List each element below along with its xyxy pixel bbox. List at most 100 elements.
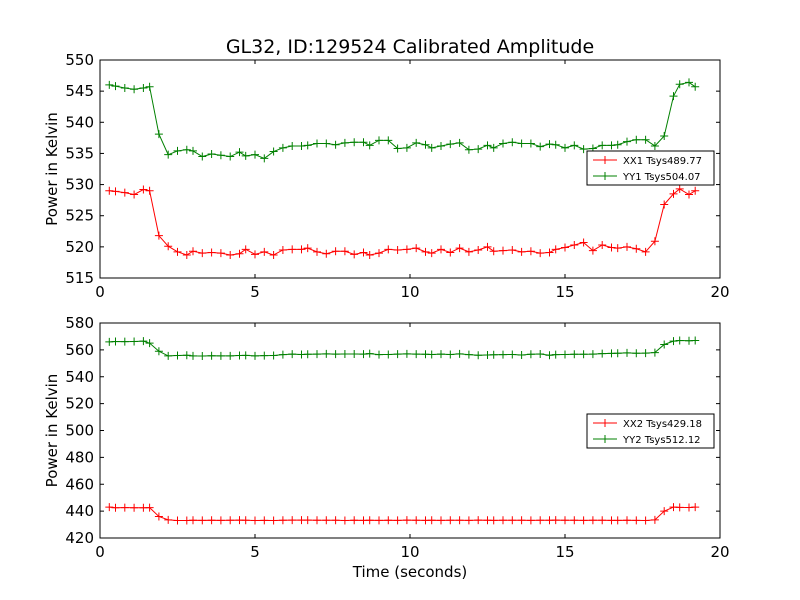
data-point bbox=[455, 138, 464, 147]
data-point bbox=[375, 516, 383, 525]
data-point bbox=[508, 350, 517, 359]
data-point bbox=[412, 516, 421, 525]
data-point bbox=[278, 516, 287, 525]
data-point bbox=[570, 141, 579, 150]
data-point bbox=[536, 516, 545, 525]
x-tick-label: 20 bbox=[710, 543, 729, 561]
data-point bbox=[675, 80, 684, 89]
data-point bbox=[303, 350, 312, 359]
data-point bbox=[365, 349, 374, 358]
data-point bbox=[269, 147, 278, 156]
data-point bbox=[313, 350, 321, 359]
data-point bbox=[691, 186, 700, 195]
data-point bbox=[198, 152, 207, 161]
data-point bbox=[182, 250, 191, 259]
data-point bbox=[288, 516, 297, 525]
data-point bbox=[226, 351, 235, 360]
data-point bbox=[216, 249, 225, 258]
data-point bbox=[650, 515, 659, 524]
data-point bbox=[508, 516, 517, 525]
data-point bbox=[551, 516, 560, 525]
data-point bbox=[216, 351, 225, 360]
data-point bbox=[613, 516, 622, 525]
y-axis-label: Power in Kelvin bbox=[43, 112, 61, 226]
data-point bbox=[412, 138, 421, 147]
data-point bbox=[105, 503, 114, 512]
data-point bbox=[350, 138, 359, 147]
data-point bbox=[669, 189, 678, 198]
data-point bbox=[464, 350, 473, 359]
data-point bbox=[340, 516, 349, 525]
data-point bbox=[359, 248, 368, 257]
data-point bbox=[164, 351, 173, 360]
data-point bbox=[517, 516, 526, 525]
legend-label: YY1 Tsys504.07 bbox=[622, 172, 701, 183]
data-point bbox=[561, 243, 569, 252]
data-point bbox=[632, 244, 641, 253]
y-tick-label: 540 bbox=[65, 368, 94, 386]
data-point bbox=[322, 249, 331, 258]
data-point bbox=[660, 340, 669, 349]
data-point bbox=[660, 507, 669, 516]
legend-marker bbox=[601, 419, 609, 427]
data-point bbox=[526, 350, 535, 359]
data-point bbox=[517, 247, 526, 256]
data-point bbox=[111, 503, 120, 512]
data-point bbox=[499, 350, 507, 359]
data-point bbox=[545, 248, 554, 257]
y-tick-label: 515 bbox=[65, 269, 94, 287]
data-point bbox=[650, 348, 659, 357]
data-point bbox=[579, 145, 588, 154]
y-tick-label: 460 bbox=[65, 475, 94, 493]
data-point bbox=[412, 350, 421, 359]
data-point bbox=[579, 238, 588, 247]
y-tick-label: 580 bbox=[65, 314, 94, 332]
data-point bbox=[216, 151, 225, 160]
data-point bbox=[322, 139, 331, 148]
data-point bbox=[145, 82, 154, 91]
data-point bbox=[340, 350, 349, 359]
data-point bbox=[675, 184, 684, 193]
legend-box bbox=[586, 150, 715, 186]
data-point bbox=[331, 140, 340, 149]
data-point bbox=[384, 136, 393, 145]
data-point bbox=[198, 249, 207, 258]
data-point bbox=[207, 516, 216, 525]
x-tick-label: 10 bbox=[400, 543, 419, 561]
data-point bbox=[412, 244, 421, 253]
data-point bbox=[111, 82, 120, 91]
data-point bbox=[526, 139, 535, 148]
data-point bbox=[545, 140, 554, 149]
data-point bbox=[260, 154, 269, 163]
data-point bbox=[545, 351, 554, 360]
data-point bbox=[588, 246, 597, 255]
data-point bbox=[154, 512, 163, 521]
data-point bbox=[517, 139, 526, 148]
data-point bbox=[269, 250, 278, 259]
data-point bbox=[455, 244, 464, 253]
data-point bbox=[189, 247, 197, 256]
data-point bbox=[105, 186, 114, 195]
data-point bbox=[235, 249, 244, 258]
data-point bbox=[145, 339, 154, 348]
data-point bbox=[446, 350, 455, 359]
y-axis-label: Power in Kelvin bbox=[43, 374, 61, 488]
data-point bbox=[570, 516, 579, 525]
data-point bbox=[130, 85, 139, 94]
data-point bbox=[632, 349, 641, 358]
data-point bbox=[474, 145, 483, 154]
data-point bbox=[384, 516, 393, 525]
data-point bbox=[384, 350, 393, 359]
data-point bbox=[303, 516, 312, 525]
data-point bbox=[685, 78, 693, 87]
data-point bbox=[393, 245, 402, 254]
data-point bbox=[598, 516, 607, 525]
data-point bbox=[632, 516, 641, 525]
y-tick-label: 440 bbox=[65, 502, 94, 520]
plot-bottom: 0 5 10 15 20 420 440 460 480 500 520 540 560 580 Power… bbox=[43, 314, 730, 581]
data-point bbox=[207, 351, 216, 360]
data-point bbox=[139, 185, 148, 194]
data-point bbox=[393, 516, 402, 525]
legend-label: YY2 Tsys512.12 bbox=[622, 435, 701, 446]
